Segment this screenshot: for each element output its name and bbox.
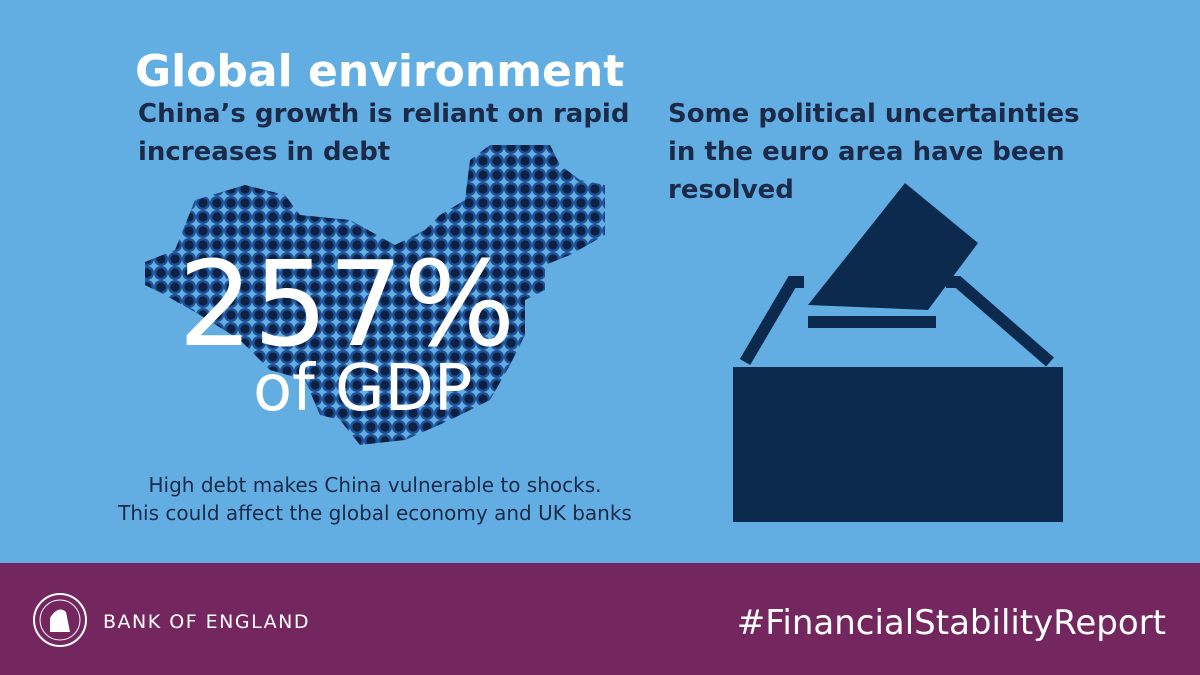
box-edge <box>946 276 1054 367</box>
right-heading: in the euro area have been <box>668 137 1065 167</box>
hashtag: #FinancialStabilityReport <box>737 603 1166 643</box>
big-caption: of GDP <box>253 352 473 426</box>
ballot-box-icon <box>733 183 1063 522</box>
note: This could affect the global economy and… <box>117 501 632 525</box>
title: Global environment <box>135 46 624 97</box>
right-heading: resolved <box>668 175 794 205</box>
footer-band <box>0 563 1200 675</box>
brand: BANK OF ENGLAND <box>103 611 310 633</box>
big-number: 257% <box>178 235 515 373</box>
left-heading: increases in debt <box>138 137 390 167</box>
box-body <box>733 367 1063 522</box>
china-map <box>145 145 605 445</box>
right-heading: Some political uncertainties <box>668 99 1080 129</box>
ballot-slot <box>808 316 936 328</box>
ballot-paper <box>808 183 978 310</box>
note: High debt makes China vulnerable to shoc… <box>149 473 602 497</box>
left-heading: China’s growth is reliant on rapid <box>138 99 629 129</box>
logo <box>33 593 87 647</box>
box-edge <box>739 276 804 366</box>
